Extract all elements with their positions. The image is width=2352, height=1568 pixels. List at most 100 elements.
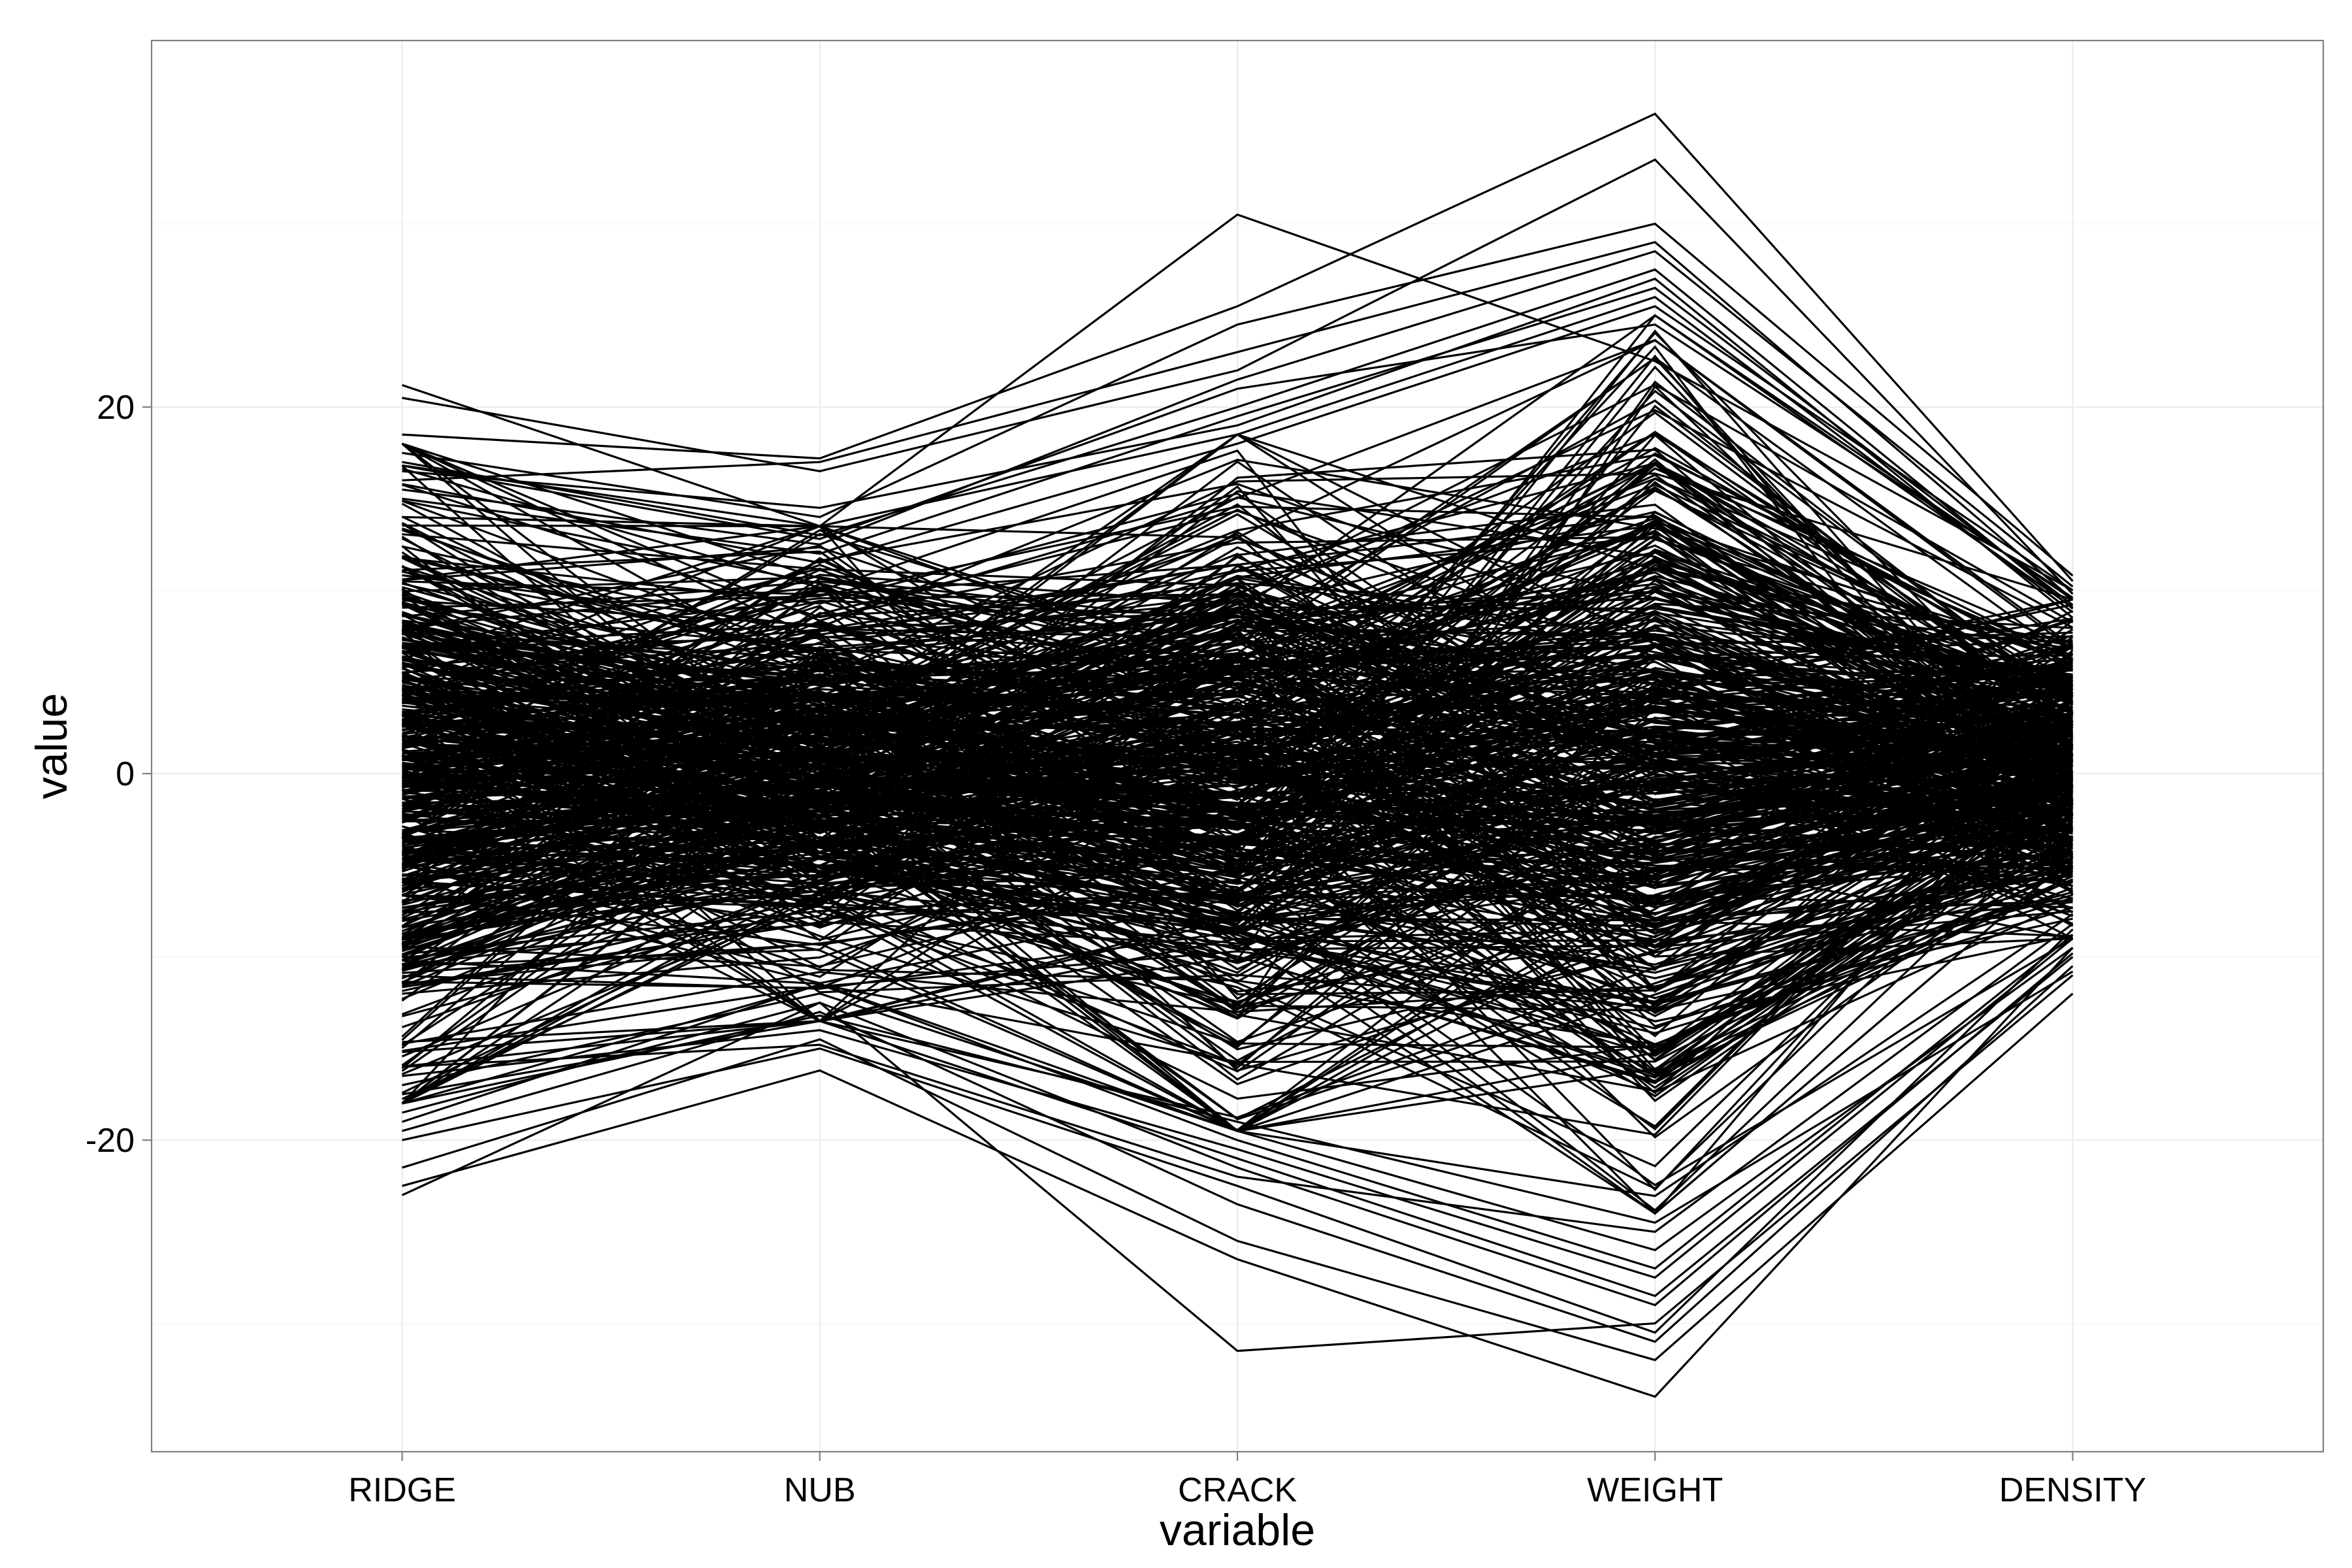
series-line: [401, 213, 2074, 592]
y-axis-ticks: -20 0 20: [86, 389, 152, 1160]
series-line: [401, 529, 2074, 896]
series-line: [402, 704, 2073, 872]
series-line: [401, 800, 2073, 956]
series-line: [401, 338, 2074, 647]
series-line: [402, 992, 2074, 1362]
series-line: [402, 323, 2074, 599]
series-line: [402, 783, 2074, 1054]
series-line: [401, 627, 2073, 794]
series-line: [402, 804, 2074, 1092]
series-line: [401, 776, 2074, 1094]
series-line: [402, 923, 2074, 1233]
series-line: [401, 533, 2074, 840]
series-line: [402, 653, 2073, 844]
series-line: [402, 947, 2074, 1252]
y-tick-label: -20: [86, 1122, 135, 1160]
series-line: [402, 843, 2074, 1186]
extreme-lines: [401, 112, 2074, 1398]
series-line: [401, 708, 2074, 1105]
series-line: [402, 655, 2074, 1103]
series-line: [402, 776, 2073, 870]
series-line: [402, 277, 2074, 619]
x-tick-label: CRACK: [1178, 1471, 1297, 1509]
series-line: [402, 492, 2073, 783]
x-tick-label: WEIGHT: [1587, 1471, 1723, 1509]
series-line: [402, 240, 2074, 600]
series-line: [401, 705, 2073, 856]
series-line: [401, 411, 2074, 786]
x-axis-ticks: RIDGE NUB CRACK WEIGHT DENSITY: [348, 1452, 2146, 1509]
y-axis-title: value: [27, 693, 76, 800]
x-axis-title: variable: [1160, 1505, 1315, 1555]
series-line: [402, 685, 2073, 900]
series-line: [401, 442, 2073, 844]
series-line: [402, 801, 2074, 1079]
series-line: [401, 645, 2073, 941]
series-line: [402, 490, 2074, 818]
series-line: [402, 615, 2074, 1019]
series-line: [402, 813, 2074, 1212]
x-tick-label: DENSITY: [1999, 1471, 2146, 1509]
series-line: [402, 442, 2074, 992]
series-line: [402, 459, 2073, 657]
series-line: [402, 696, 2074, 990]
series-line: [401, 597, 2074, 993]
series-line: [402, 112, 2074, 582]
series-line: [402, 250, 2074, 588]
series-line: [401, 515, 2073, 765]
series-line: [402, 531, 2073, 795]
x-tick-label: RIDGE: [348, 1471, 456, 1509]
series-line: [402, 881, 2073, 1045]
series-line: [402, 661, 2074, 959]
series-line: [401, 601, 2073, 780]
y-tick-label: 20: [97, 389, 135, 427]
series-line: [401, 564, 2073, 802]
series-line: [401, 934, 2074, 1270]
series-line: [402, 585, 2073, 966]
x-tick-label: NUB: [784, 1471, 856, 1509]
series-line: [402, 467, 2074, 783]
series-line: [402, 891, 2073, 1053]
series-line: [401, 693, 2073, 1012]
series-line: [402, 698, 2074, 916]
series-line: [401, 813, 2073, 1119]
series-line: [402, 693, 2073, 843]
series-line: [401, 563, 2073, 810]
series-line: [402, 356, 2074, 673]
series-line: [402, 268, 2074, 610]
series-line: [402, 848, 2074, 1074]
series-line: [401, 557, 2073, 759]
series-line: [402, 591, 2073, 806]
series-line: [402, 305, 2074, 591]
series-line: [402, 928, 2074, 1334]
series-line: [402, 602, 2073, 796]
y-tick-label: 0: [116, 755, 135, 793]
series-line: [401, 624, 2073, 936]
series-line: [402, 339, 2074, 651]
series-line: [402, 952, 2074, 1307]
series-line: [402, 947, 2074, 1398]
series-line: [402, 485, 2073, 958]
series-line: [402, 797, 2073, 936]
series-line: [402, 649, 2073, 864]
series-line: [402, 970, 2074, 1224]
series-line: [401, 661, 2074, 1041]
series-line: [401, 790, 2074, 1105]
series-line: [402, 286, 2074, 606]
series-line: [402, 668, 2073, 757]
series-line: [402, 610, 2074, 793]
series-line: [402, 796, 2074, 1017]
series-line: [402, 721, 2073, 880]
series-line: [402, 158, 2074, 595]
series-line: [402, 674, 2074, 820]
series-line: [401, 974, 2074, 1352]
series-line: [402, 642, 2074, 825]
series-line: [401, 662, 2074, 907]
series-line: [402, 601, 2073, 865]
series-line: [401, 644, 2073, 917]
series-line: [402, 590, 2073, 777]
series-line: [402, 779, 2073, 887]
series-line: [401, 751, 2073, 969]
line-bundle: [401, 314, 2074, 1215]
